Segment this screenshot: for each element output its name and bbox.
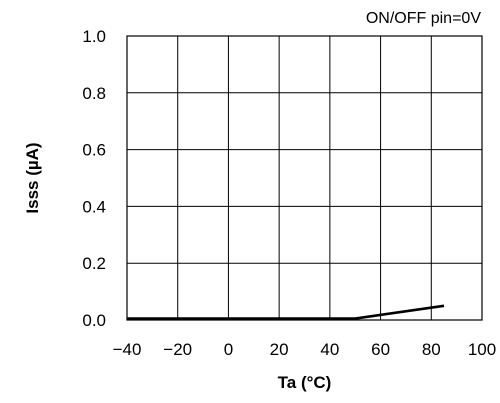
x-axis-label: Ta (°C) xyxy=(278,373,332,392)
x-tick-label: −20 xyxy=(163,340,192,359)
series-layer xyxy=(127,304,445,320)
series-line xyxy=(127,304,445,320)
x-tick-label: 20 xyxy=(270,340,289,359)
y-tick-label: 0.4 xyxy=(82,197,106,216)
x-tick-labels: −40 −20 0 20 40 60 80 100 xyxy=(113,340,497,359)
chart-annotation: ON/OFF pin=0V xyxy=(366,10,481,27)
x-tick-label: 80 xyxy=(422,340,441,359)
x-tick-label: −40 xyxy=(113,340,142,359)
x-tick-label: 0 xyxy=(224,340,233,359)
x-tick-label: 40 xyxy=(320,340,339,359)
y-tick-label: 0.6 xyxy=(82,141,106,160)
y-tick-label: 1.0 xyxy=(82,27,106,46)
y-axis-label: Isss (µA) xyxy=(23,142,42,213)
y-tick-label: 0.8 xyxy=(82,84,106,103)
x-tick-label: 60 xyxy=(371,340,390,359)
y-tick-labels: 0.0 0.2 0.4 0.6 0.8 1.0 xyxy=(82,27,106,330)
plot-frame xyxy=(126,35,483,321)
x-tick-label: 100 xyxy=(468,340,496,359)
y-tick-label: 0.2 xyxy=(82,254,106,273)
y-tick-label: 0.0 xyxy=(82,311,106,330)
grid xyxy=(126,35,483,321)
